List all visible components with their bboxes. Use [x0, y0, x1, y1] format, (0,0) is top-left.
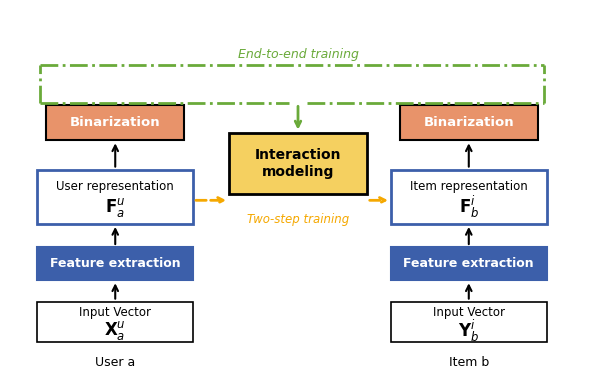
Text: Item b: Item b	[448, 356, 489, 369]
Text: $\mathbf{X}_{a}^{u}$: $\mathbf{X}_{a}^{u}$	[104, 319, 126, 342]
FancyBboxPatch shape	[400, 105, 538, 141]
Text: User representation: User representation	[57, 180, 174, 193]
Text: Two-step training: Two-step training	[247, 213, 349, 226]
Text: $\mathbf{F}_{a}^{u}$: $\mathbf{F}_{a}^{u}$	[105, 196, 125, 219]
Text: User a: User a	[95, 356, 135, 369]
FancyBboxPatch shape	[391, 302, 547, 342]
Text: modeling: modeling	[262, 165, 334, 179]
Text: Feature extraction: Feature extraction	[403, 257, 534, 270]
FancyBboxPatch shape	[46, 105, 184, 141]
FancyBboxPatch shape	[391, 247, 547, 280]
FancyBboxPatch shape	[37, 169, 193, 224]
FancyBboxPatch shape	[391, 169, 547, 224]
FancyBboxPatch shape	[37, 302, 193, 342]
Text: Binarization: Binarization	[423, 116, 514, 130]
Text: Feature extraction: Feature extraction	[50, 257, 181, 270]
FancyBboxPatch shape	[37, 247, 193, 280]
FancyBboxPatch shape	[229, 132, 367, 194]
Text: Item representation: Item representation	[410, 180, 528, 193]
Text: $\mathbf{F}_{b}^{i}$: $\mathbf{F}_{b}^{i}$	[459, 194, 479, 221]
Text: Binarization: Binarization	[70, 116, 161, 130]
Text: End-to-end training: End-to-end training	[238, 48, 358, 61]
Text: Input Vector: Input Vector	[433, 306, 505, 319]
Text: $\mathbf{Y}_{b}^{i}$: $\mathbf{Y}_{b}^{i}$	[458, 317, 479, 344]
Text: Input Vector: Input Vector	[79, 306, 151, 319]
Text: Interaction: Interaction	[255, 148, 341, 162]
